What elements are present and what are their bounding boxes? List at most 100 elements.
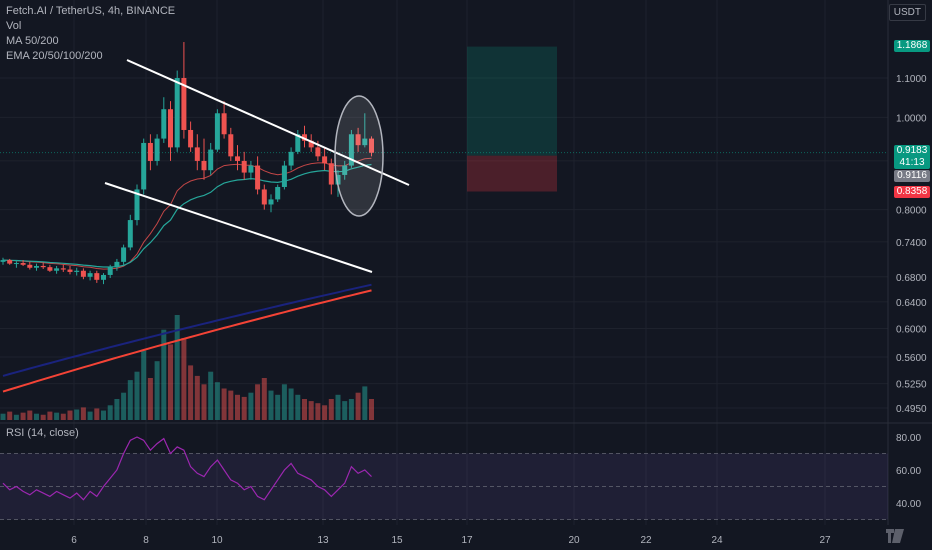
candles (0, 42, 374, 285)
volume-bar (168, 344, 173, 420)
candle (288, 147, 294, 171)
candle-body (67, 269, 73, 272)
volume-bar (248, 392, 254, 420)
candle-body (127, 220, 133, 248)
volume-bar (348, 399, 354, 420)
candle (221, 101, 227, 139)
candle (188, 121, 194, 152)
candle (141, 138, 147, 195)
candle-body (228, 134, 234, 157)
entry-price-tag: 0.9116 (894, 170, 930, 182)
candle (348, 129, 354, 168)
price-tick-label: 0.6800 (896, 273, 927, 284)
time-tick-label: 27 (819, 535, 831, 546)
volume-bar (101, 410, 106, 420)
candle (208, 142, 214, 175)
candle (47, 264, 53, 272)
volume-bar (369, 399, 374, 420)
volume-bar (208, 371, 214, 420)
candle (20, 260, 26, 266)
volume-bar (308, 401, 314, 420)
tradingview-logo-icon[interactable] (884, 527, 906, 545)
candle-body (342, 165, 348, 175)
candle-body (161, 109, 167, 139)
candle-body (174, 78, 180, 148)
ema-100-line (2, 283, 372, 377)
candle (342, 160, 348, 180)
candle-body (369, 138, 374, 153)
time-tick-label: 10 (211, 535, 223, 546)
candle-body (7, 260, 13, 264)
grid (0, 0, 932, 525)
price-tick-label: 0.8000 (896, 206, 927, 217)
price-tick-label: 0.5250 (896, 380, 927, 391)
candle-body (60, 268, 66, 270)
volume-bar (127, 380, 133, 420)
rsi-tick-label: 60.00 (896, 466, 921, 477)
candle (80, 268, 86, 280)
time-axis: 6 8 10 13 15 17 20 22 24 27 (71, 535, 831, 546)
candle-body (201, 160, 207, 171)
ma-indicator-label[interactable]: MA 50/200 (6, 35, 59, 47)
candle-body (235, 156, 240, 161)
time-tick-label: 22 (640, 535, 652, 546)
volume-bar (141, 350, 147, 420)
currency-label[interactable]: USDT (888, 4, 926, 21)
price-tick-label: 0.6400 (896, 298, 927, 309)
candle (261, 184, 267, 210)
time-tick-label: 20 (568, 535, 580, 546)
loss-zone (467, 155, 557, 192)
rsi-indicator-label[interactable]: RSI (14, close) (6, 427, 79, 439)
symbol-title[interactable]: Fetch.AI / TetherUS, 4h, BINANCE (6, 5, 176, 17)
volume-bar (235, 394, 240, 420)
candle-body (268, 199, 274, 205)
candle-body (147, 142, 153, 161)
ema-indicator-label[interactable]: EMA 20/50/100/200 (6, 50, 103, 62)
candle (0, 257, 6, 265)
moving-averages (2, 157, 372, 393)
candle-body (348, 134, 354, 166)
candle (147, 134, 153, 171)
volume-bar (362, 386, 368, 420)
volume-bar (221, 388, 227, 420)
volume-bar (121, 392, 127, 420)
candle (235, 145, 240, 171)
candle-body (322, 156, 328, 164)
volume-bar (0, 413, 6, 420)
volume-bar (201, 384, 207, 420)
volume-bar (94, 408, 100, 420)
volume-bar (40, 414, 46, 420)
candle (214, 109, 220, 152)
candle (228, 127, 234, 161)
candle (101, 273, 106, 285)
candle-body (241, 160, 247, 173)
target-price-tag: 1.1868 (894, 40, 930, 52)
volume-bar (328, 399, 334, 420)
candle-body (114, 261, 120, 268)
candle (194, 134, 200, 171)
candle-body (107, 267, 113, 275)
volume-bar (161, 329, 167, 420)
candle (248, 160, 254, 180)
volume-bar (20, 412, 26, 420)
candle-body (181, 78, 187, 130)
volume-bar (315, 403, 321, 420)
candle-body (54, 268, 60, 271)
volume-bar (322, 405, 328, 420)
volume-bar (288, 388, 294, 420)
candle (255, 156, 261, 195)
vol-indicator-label[interactable]: Vol (6, 20, 22, 32)
rsi-tick-label: 80.00 (896, 433, 921, 444)
volume-bar (228, 390, 234, 420)
candle (13, 261, 19, 268)
candle-body (328, 163, 334, 185)
price-tick-label: 1.1000 (896, 74, 927, 85)
candle (27, 261, 33, 270)
candle-body (34, 265, 39, 268)
volume-bar (147, 378, 153, 420)
lower-trendline (104, 182, 373, 273)
time-tick-label: 13 (317, 535, 329, 546)
volume-bar (154, 361, 160, 420)
rsi-pane (0, 436, 888, 520)
